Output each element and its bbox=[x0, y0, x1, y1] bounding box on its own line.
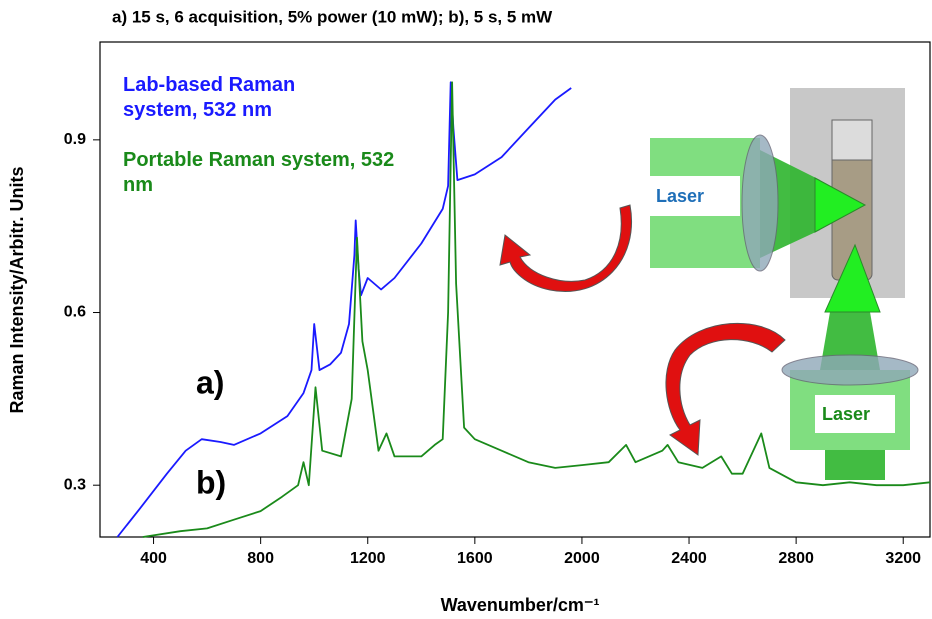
x-tick-label: 1200 bbox=[350, 550, 386, 567]
annotation: b) bbox=[196, 464, 226, 500]
series-line bbox=[142, 81, 931, 538]
x-axis-label: Wavenumber/cm⁻¹ bbox=[441, 595, 600, 615]
legend-entry: Lab-based Raman system, 532 nm bbox=[123, 74, 296, 121]
series-line bbox=[116, 81, 572, 538]
lens bbox=[741, 134, 779, 272]
arrow bbox=[665, 322, 786, 456]
annotation: Laser bbox=[822, 404, 870, 424]
label-box bbox=[648, 176, 740, 216]
chart-title: a) 15 s, 6 acquisition, 5% power (10 mW)… bbox=[112, 7, 553, 26]
lens bbox=[781, 354, 919, 386]
plot-frame bbox=[99, 41, 931, 538]
x-tick-label: 2800 bbox=[778, 550, 814, 567]
x-tick-label: 400 bbox=[140, 550, 167, 567]
inset-illustration bbox=[499, 88, 919, 480]
x-tick-label: 800 bbox=[247, 550, 274, 567]
focus bbox=[814, 177, 867, 233]
x-tick-label: 2000 bbox=[564, 550, 600, 567]
y-tick-label: 0.3 bbox=[64, 476, 86, 493]
y-axis-label: Raman Intensity/Arbitr. Units bbox=[7, 166, 27, 413]
x-tick-label: 3200 bbox=[885, 550, 921, 567]
vial-top bbox=[831, 119, 873, 161]
label-box bbox=[815, 395, 895, 433]
focus bbox=[824, 243, 881, 313]
beam bbox=[825, 450, 885, 480]
x-tick-label: 2400 bbox=[671, 550, 707, 567]
y-tick-label: 0.6 bbox=[64, 304, 86, 321]
x-tick-label: 1600 bbox=[457, 550, 493, 567]
arrow bbox=[499, 204, 632, 292]
legend-entry: Portable Raman system, 532 nm bbox=[123, 149, 395, 196]
annotation: a) bbox=[196, 364, 224, 400]
y-tick-label: 0.9 bbox=[64, 131, 86, 148]
annotation: Laser bbox=[656, 186, 704, 206]
